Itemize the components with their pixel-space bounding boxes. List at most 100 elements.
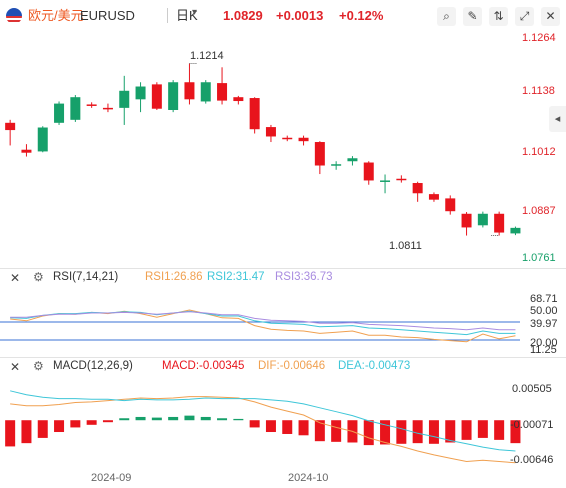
candle-body [494, 213, 505, 233]
search-icon[interactable]: ⌕ [437, 7, 456, 26]
macd-histogram-bar [282, 420, 293, 434]
macd-histogram-bar [151, 417, 162, 421]
candle-body [135, 86, 146, 100]
candle-body [396, 178, 407, 181]
chevron-down-icon[interactable]: ▾ [192, 7, 198, 18]
rsi-series-line [10, 309, 516, 343]
period-selector[interactable]: 日K [176, 8, 198, 23]
price-axis-tick: 1.1012 [522, 146, 556, 158]
macd-axis-tick: 0.00505 [512, 383, 552, 395]
candle-body [54, 103, 65, 123]
macd-histogram-bar [510, 420, 521, 444]
dif-value: DIF:-0.00646 [258, 360, 326, 372]
flip-icon[interactable]: ⇅ [489, 7, 508, 26]
rsi1-value: RSI1:26.86 [145, 271, 203, 283]
macd-histogram-bar [37, 420, 48, 438]
candle-body [347, 158, 358, 162]
macd-title-bar: ✕ ⚙ MACD(12,26,9) MACD:-0.00345 DIF:-0.0… [0, 358, 520, 376]
macd-histogram-bar [298, 420, 309, 436]
candle-body [298, 137, 309, 142]
candle-body [86, 104, 97, 106]
rsi-title-bar: ✕ ⚙ RSI(7,14,21) RSI1:26.86 RSI2:31.47 R… [0, 269, 520, 287]
candle-body [445, 198, 456, 212]
rsi3-value: RSI3:36.73 [275, 271, 333, 283]
candle-body [184, 82, 195, 100]
rsi-title[interactable]: RSI(7,14,21) [53, 271, 119, 283]
drawing-tool-icon[interactable]: ✎ [463, 7, 482, 26]
rsi-axis-tick: 68.71 [530, 293, 558, 305]
close-icon[interactable]: ✕ [541, 7, 560, 26]
price-axis-tick: 1.1264 [522, 32, 556, 44]
candle-body [102, 107, 113, 110]
macd-histogram-bar [331, 420, 342, 442]
candle-body [265, 127, 276, 137]
macd-histogram-bar [428, 420, 439, 444]
currency-pair-flag-icon [6, 8, 22, 24]
candle-body [510, 227, 521, 234]
candle-body [380, 180, 391, 182]
candle-body [412, 183, 423, 194]
price-change-percent: +0.12% [339, 8, 384, 23]
macd-histogram-bar [70, 420, 81, 428]
candle-body [233, 97, 244, 102]
macd-histogram-bar [184, 415, 195, 421]
rsi-axis-tick: 39.97 [530, 318, 558, 330]
symbol-code[interactable]: EURUSD [80, 8, 135, 23]
macd-value: MACD:-0.00345 [162, 360, 245, 372]
candle-body [119, 90, 130, 108]
candle-body [249, 98, 260, 130]
macd-histogram-bar [200, 416, 211, 421]
gear-icon[interactable]: ⚙ [33, 359, 44, 373]
candle-body [21, 149, 32, 153]
dea-value: DEA:-0.00473 [338, 360, 411, 372]
close-indicator-icon[interactable]: ✕ [10, 271, 21, 285]
macd-title[interactable]: MACD(12,26,9) [53, 360, 133, 372]
candle-body [217, 83, 228, 101]
symbol-name-cn[interactable]: 欧元/美元 [28, 8, 84, 23]
candle-body [37, 127, 48, 152]
rsi-axis-tick: 20.00 [530, 337, 558, 349]
macd-histogram-bar [445, 420, 456, 443]
macd-histogram-bar [396, 420, 407, 444]
macd-histogram-bar [5, 420, 16, 447]
candle-body [477, 213, 488, 226]
candle-body [151, 84, 162, 109]
close-indicator-icon[interactable]: ✕ [10, 360, 21, 374]
macd-histogram-bar [494, 420, 505, 440]
candle-body [331, 164, 342, 166]
macd-histogram-bar [461, 420, 472, 440]
price-axis-tick: 1.1138 [522, 85, 555, 97]
gear-icon[interactable]: ⚙ [33, 270, 44, 284]
price-change: +0.0013 [276, 8, 324, 23]
macd-histogram-bar [249, 420, 260, 428]
expand-icon[interactable]: ⤢ [515, 7, 534, 26]
macd-histogram-bar [119, 418, 130, 421]
price-axis-tick: 1.0887 [522, 205, 556, 217]
candle-body [461, 213, 472, 228]
price-axis-tick: 1.0761 [522, 252, 556, 264]
macd-histogram-bar [314, 420, 325, 442]
rsi-axis-tick: 11.25 [530, 344, 557, 356]
macd-histogram-bar [168, 416, 179, 421]
candle-body [428, 194, 439, 200]
date-axis-tick: 2024-10 [288, 472, 329, 484]
macd-histogram-bar [265, 420, 276, 433]
rsi-series-line [10, 311, 516, 331]
candle-body [200, 82, 211, 102]
macd-histogram-bar [233, 418, 244, 421]
candle-body [5, 122, 16, 131]
macd-histogram-bar [380, 420, 391, 445]
candle-body [314, 142, 325, 166]
chart-header: 欧元/美元 EURUSD 日K ▾ 1.0829 +0.0013 +0.12% … [0, 0, 566, 31]
max-price-label: 1.1214 [190, 50, 224, 62]
drawing-tools-panel-icon[interactable]: ◂ [549, 106, 566, 132]
date-axis-tick: 2024-09 [91, 472, 132, 484]
macd-histogram-bar [102, 420, 113, 423]
macd-histogram-bar [135, 416, 146, 421]
macd-histogram-bar [217, 418, 228, 421]
rsi2-value: RSI2:31.47 [207, 271, 265, 283]
candle-body [363, 162, 374, 181]
macd-histogram-bar [363, 420, 374, 446]
macd-histogram-bar [412, 420, 423, 444]
